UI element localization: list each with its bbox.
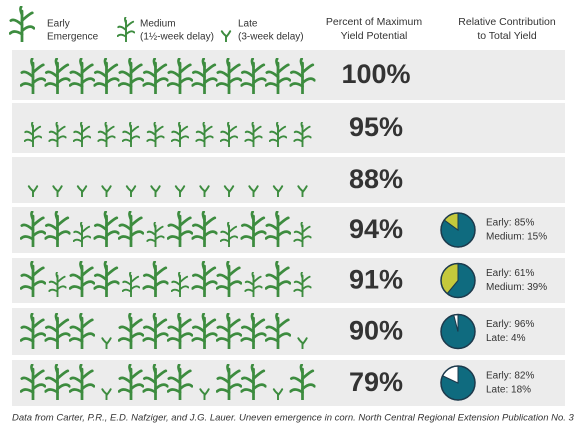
- row-band: [12, 258, 565, 303]
- row-band: [12, 157, 565, 203]
- pie-outline: [440, 212, 476, 248]
- column-header: Yield Potential: [341, 30, 408, 42]
- contribution-label: Early: 96%: [486, 319, 534, 330]
- column-header: Relative Contribution: [458, 16, 556, 28]
- legend-label: Late: [238, 19, 258, 30]
- corn-plant: [9, 6, 35, 42]
- row-band: [12, 50, 565, 100]
- contribution-label: Late: 18%: [486, 385, 531, 396]
- corn-plant: [117, 17, 135, 42]
- contribution-label: Medium: 39%: [486, 282, 547, 293]
- row-band: [12, 103, 565, 153]
- legend-label: Early: [47, 19, 70, 30]
- yield-value: 90%: [349, 316, 403, 346]
- legend-label: Medium: [140, 19, 176, 30]
- yield-value: 88%: [349, 164, 403, 194]
- pie-outline: [440, 313, 476, 350]
- footnote: Data from Carter, P.R., E.D. Nafziger, a…: [12, 413, 574, 424]
- pie-outline: [440, 365, 476, 401]
- row-band: [12, 308, 565, 355]
- row-band: [12, 207, 565, 253]
- column-header: to Total Yield: [477, 30, 537, 42]
- yield-value: 100%: [341, 59, 410, 89]
- row-band: [12, 360, 565, 406]
- yield-value: 91%: [349, 265, 403, 295]
- yield-value: 94%: [349, 214, 403, 244]
- contribution-label: Early: 85%: [486, 218, 534, 229]
- yield-value: 95%: [349, 112, 403, 142]
- column-header: Percent of Maximum: [326, 16, 423, 28]
- contribution-label: Early: 61%: [486, 268, 534, 279]
- corn-plant: [220, 30, 232, 42]
- contribution-label: Medium: 15%: [486, 232, 547, 243]
- yield-value: 79%: [349, 367, 403, 397]
- contribution-label: Early: 82%: [486, 371, 534, 382]
- legend-label: (1½-week delay): [140, 32, 214, 43]
- legend-label: (3-week delay): [238, 32, 304, 43]
- legend-label: Emergence: [47, 32, 99, 43]
- pie-outline: [440, 262, 476, 299]
- contribution-label: Late: 4%: [486, 333, 526, 344]
